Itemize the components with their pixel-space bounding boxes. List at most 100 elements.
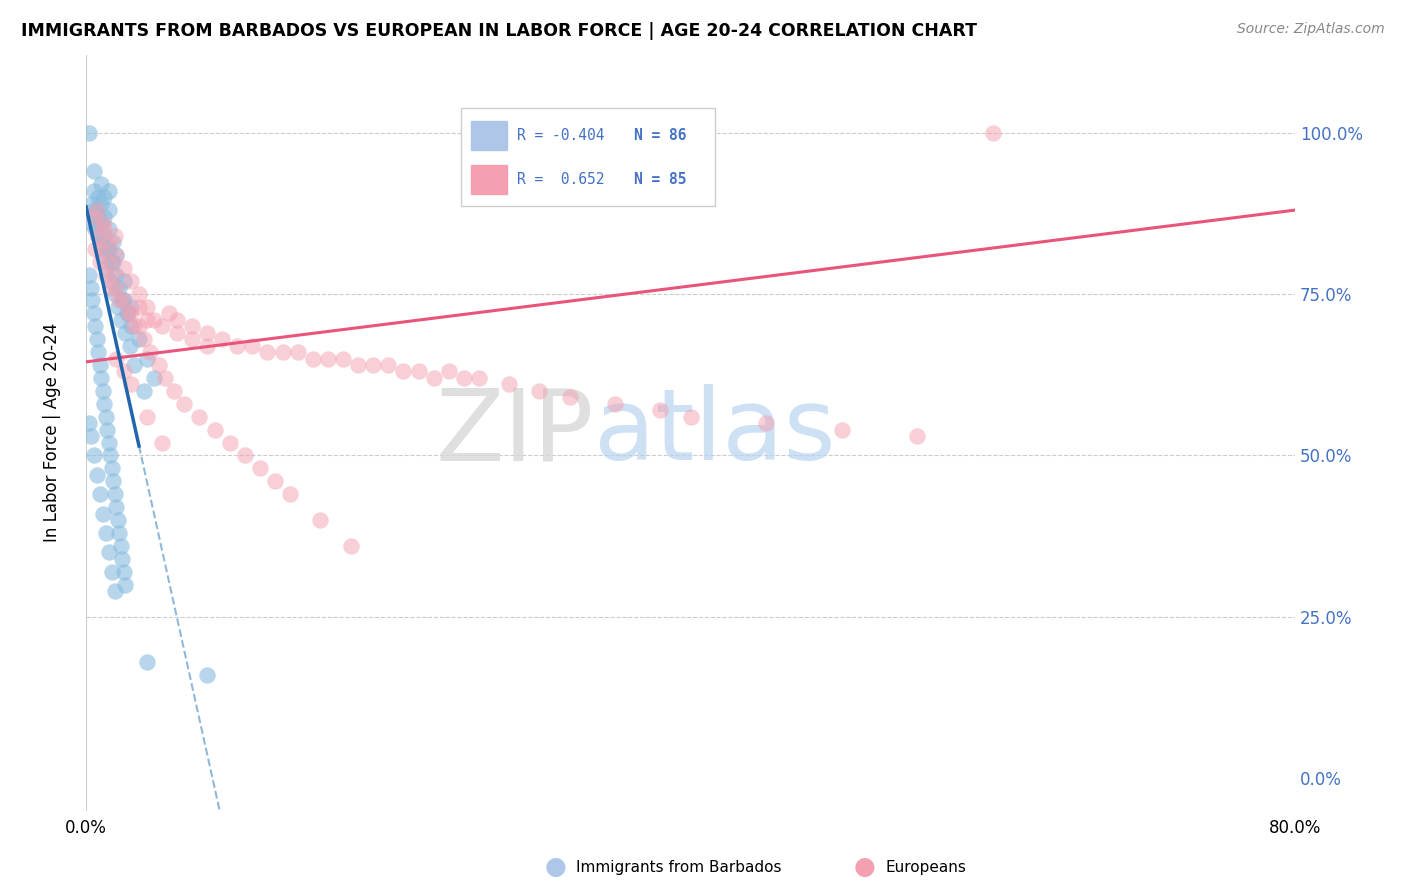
Point xyxy=(132,384,155,398)
Point xyxy=(103,235,125,250)
Point xyxy=(89,235,111,250)
Point xyxy=(97,222,120,236)
Point xyxy=(97,203,120,218)
Point xyxy=(114,577,136,591)
Point xyxy=(86,203,108,218)
Point xyxy=(97,435,120,450)
Point xyxy=(233,449,256,463)
Point xyxy=(332,351,354,366)
Point xyxy=(173,397,195,411)
Point xyxy=(115,306,138,320)
Point xyxy=(180,319,202,334)
Point xyxy=(83,306,105,320)
Point xyxy=(108,280,131,294)
Point xyxy=(84,319,107,334)
Point xyxy=(347,358,370,372)
Point xyxy=(87,228,110,243)
Point xyxy=(89,358,111,372)
Point xyxy=(82,196,104,211)
Point xyxy=(98,449,121,463)
Point xyxy=(96,242,118,256)
Point xyxy=(188,409,211,424)
Point xyxy=(138,345,160,359)
Point xyxy=(96,423,118,437)
Point xyxy=(112,293,135,308)
Point xyxy=(679,409,702,424)
Point xyxy=(101,461,124,475)
Point xyxy=(180,332,202,346)
Point xyxy=(103,268,125,282)
Point xyxy=(981,126,1004,140)
Point xyxy=(112,261,135,276)
Point xyxy=(831,423,853,437)
Point xyxy=(93,190,115,204)
Point xyxy=(650,403,672,417)
Point xyxy=(118,339,141,353)
Point xyxy=(135,313,157,327)
Point xyxy=(110,539,132,553)
Point xyxy=(755,416,778,430)
Point xyxy=(316,351,339,366)
Point xyxy=(111,293,134,308)
Point xyxy=(77,416,100,430)
Point xyxy=(83,203,105,218)
Point xyxy=(103,254,125,268)
Text: Europeans: Europeans xyxy=(886,860,967,874)
Point xyxy=(105,268,128,282)
Point xyxy=(101,565,124,579)
Point xyxy=(91,384,114,398)
Point xyxy=(163,384,186,398)
Point xyxy=(124,319,146,334)
Point xyxy=(104,487,127,501)
Point xyxy=(110,313,132,327)
Point xyxy=(256,345,278,359)
Point xyxy=(135,409,157,424)
Point xyxy=(128,332,150,346)
Point xyxy=(309,513,332,527)
Point xyxy=(120,300,142,314)
Point xyxy=(135,351,157,366)
Point xyxy=(120,306,142,320)
Point xyxy=(87,228,110,243)
Point xyxy=(108,293,131,308)
Point xyxy=(111,551,134,566)
Text: Source: ZipAtlas.com: Source: ZipAtlas.com xyxy=(1237,22,1385,37)
Point xyxy=(112,293,135,308)
Point xyxy=(157,306,180,320)
Text: ●: ● xyxy=(544,855,567,879)
Point xyxy=(108,525,131,540)
Point xyxy=(83,449,105,463)
Point xyxy=(90,178,112,192)
Point xyxy=(93,210,115,224)
Point xyxy=(120,377,142,392)
Point xyxy=(79,216,101,230)
Point xyxy=(93,222,115,236)
Point xyxy=(98,274,121,288)
Point xyxy=(105,280,128,294)
Point xyxy=(211,332,233,346)
Point xyxy=(91,216,114,230)
Point xyxy=(422,371,444,385)
Point xyxy=(271,345,294,359)
Point xyxy=(558,390,581,404)
Point xyxy=(91,248,114,262)
Point xyxy=(107,513,129,527)
Point xyxy=(97,184,120,198)
Point xyxy=(90,371,112,385)
Point xyxy=(120,274,142,288)
Point xyxy=(94,525,117,540)
Point xyxy=(218,435,240,450)
Point xyxy=(135,655,157,669)
Point xyxy=(84,222,107,236)
Point xyxy=(97,545,120,559)
Text: Immigrants from Barbados: Immigrants from Barbados xyxy=(576,860,782,874)
Point xyxy=(86,332,108,346)
Point xyxy=(150,435,173,450)
Point xyxy=(166,313,188,327)
Point xyxy=(97,242,120,256)
Point xyxy=(86,467,108,482)
Point xyxy=(226,339,249,353)
Point xyxy=(120,319,142,334)
Point xyxy=(89,487,111,501)
Point xyxy=(104,228,127,243)
